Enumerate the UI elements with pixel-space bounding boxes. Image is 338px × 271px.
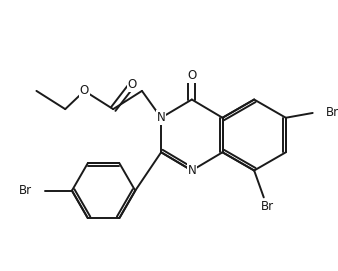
Text: Br: Br (19, 184, 32, 197)
Text: Br: Br (326, 107, 338, 120)
Text: N: N (157, 111, 166, 124)
Text: N: N (188, 164, 196, 177)
Text: O: O (80, 84, 89, 97)
Text: Br: Br (261, 201, 274, 214)
Text: O: O (128, 78, 137, 91)
Text: O: O (187, 69, 196, 82)
